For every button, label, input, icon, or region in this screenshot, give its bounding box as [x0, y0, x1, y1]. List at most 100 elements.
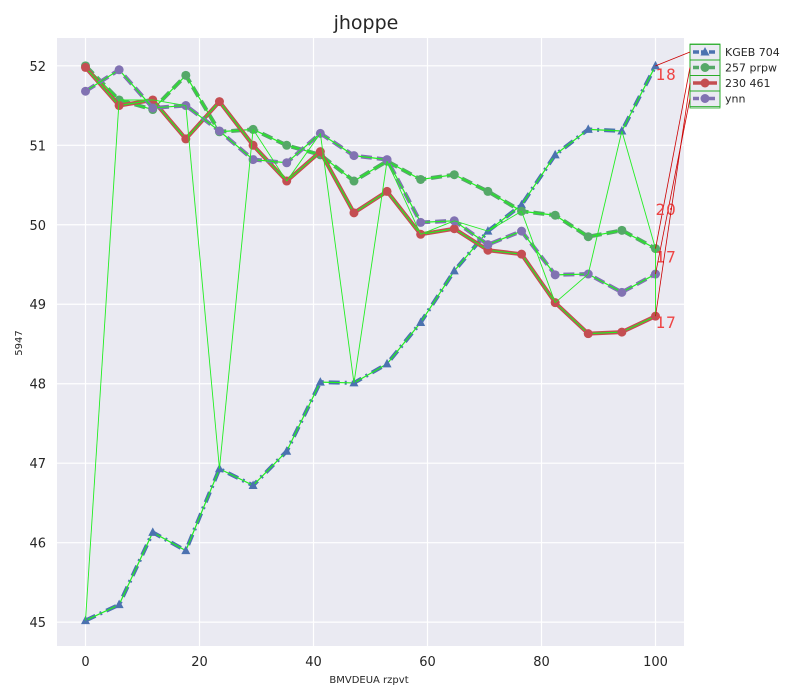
data-point: [550, 149, 560, 159]
data-point: [81, 62, 90, 72]
end-labels: 18 17 20 17: [655, 51, 691, 332]
x-tick-label: 0: [81, 655, 89, 670]
data-point: [214, 97, 224, 107]
plot-layer: 0 20 40 60 80 100 45 46 47 48 49 50 51 52 KGEB 704 257 …: [29, 38, 780, 670]
legend-label: 257 prpw: [725, 62, 777, 75]
y-tick-label: 48: [29, 378, 46, 393]
data-point: [617, 125, 627, 135]
leader-line: [655, 67, 691, 249]
connector-line: [454, 220, 489, 232]
data-point: [617, 287, 627, 297]
legend-label: ynn: [725, 93, 745, 106]
data-point: [382, 155, 392, 165]
data-point: [282, 140, 292, 150]
data-point: [148, 103, 158, 113]
connector-line: [487, 210, 522, 232]
y-tick-label: 49: [29, 298, 46, 313]
x-tick-label: 80: [533, 655, 550, 670]
y-tick-label: 50: [29, 219, 46, 234]
series-line-overlay: [85, 67, 656, 335]
legend-label: 230 461: [725, 77, 771, 90]
series-1: [81, 60, 660, 625]
connector-line: [386, 161, 422, 235]
plot-area: [57, 38, 684, 646]
data-point: [483, 240, 493, 250]
x-axis-label: BMVDEUA rzpvt: [329, 675, 408, 686]
data-point: [651, 60, 660, 70]
connector-line: [85, 99, 120, 621]
series-connectors: [85, 99, 656, 621]
data-point: [248, 155, 258, 165]
y-tick-label: 46: [29, 537, 46, 552]
leader-line: [655, 51, 691, 67]
data-point: [416, 217, 426, 227]
series-3: [81, 62, 660, 339]
data-point: [282, 158, 292, 168]
connector-line: [219, 129, 254, 469]
connector-line: [185, 105, 220, 469]
y-tick-label: 45: [29, 616, 46, 631]
y-tick-label: 52: [29, 60, 46, 75]
data-point: [583, 124, 593, 133]
data-point: [248, 480, 258, 489]
data-point: [483, 186, 493, 196]
data-point: [517, 199, 527, 209]
data-point: [114, 599, 124, 609]
connector-line: [587, 130, 623, 275]
data-point: [617, 225, 627, 235]
connector-line: [286, 133, 321, 182]
series-line-overlay: [85, 65, 656, 250]
x-tick-label: 100: [643, 655, 668, 670]
leader-line: [655, 82, 691, 317]
data-point: [449, 170, 459, 180]
data-point: [181, 545, 191, 555]
data-point: [181, 70, 191, 80]
data-point: [382, 358, 392, 368]
data-point: [349, 208, 359, 218]
connector-line: [353, 161, 388, 383]
chart-title: jhoppe: [333, 12, 399, 34]
x-tick-label: 60: [419, 655, 436, 670]
connector-line: [152, 99, 186, 106]
legend-marker: [700, 78, 710, 88]
legend-marker: [700, 63, 710, 72]
series-line-overlay: [85, 65, 657, 622]
data-point: [114, 65, 124, 75]
data-point: [449, 224, 459, 234]
data-point: [282, 446, 292, 455]
connector-line: [554, 273, 589, 303]
data-point: [517, 226, 527, 236]
data-point: [382, 186, 392, 196]
y-axis-label: 5947: [14, 330, 25, 355]
legend-label: KGEB 704: [725, 46, 780, 59]
data-point: [483, 226, 493, 235]
legend-marker: [700, 94, 710, 103]
connector-line: [319, 133, 355, 383]
connector-line: [420, 220, 455, 235]
data-point: [148, 527, 158, 536]
end-label: 20: [656, 200, 677, 219]
data-point: [349, 151, 359, 161]
data-point: [181, 134, 191, 144]
end-label: 17: [656, 313, 677, 332]
legend: KGEB 704 257 prpw 230 461 ynn: [689, 43, 780, 109]
data-point: [550, 270, 560, 280]
data-point: [416, 317, 426, 327]
data-point: [617, 327, 627, 337]
data-point: [248, 140, 258, 150]
x-tick-label: 20: [191, 655, 208, 670]
data-point: [517, 249, 527, 259]
data-point: [214, 126, 224, 136]
data-point: [550, 210, 560, 220]
data-point: [349, 176, 359, 186]
series-4: [81, 65, 660, 297]
data-point: [583, 329, 593, 339]
data-point: [583, 232, 593, 242]
data-point: [81, 86, 90, 96]
data-point: [315, 377, 325, 386]
y-tick-label: 51: [29, 139, 46, 154]
connector-line: [252, 129, 288, 182]
legend-marker: [700, 47, 710, 56]
